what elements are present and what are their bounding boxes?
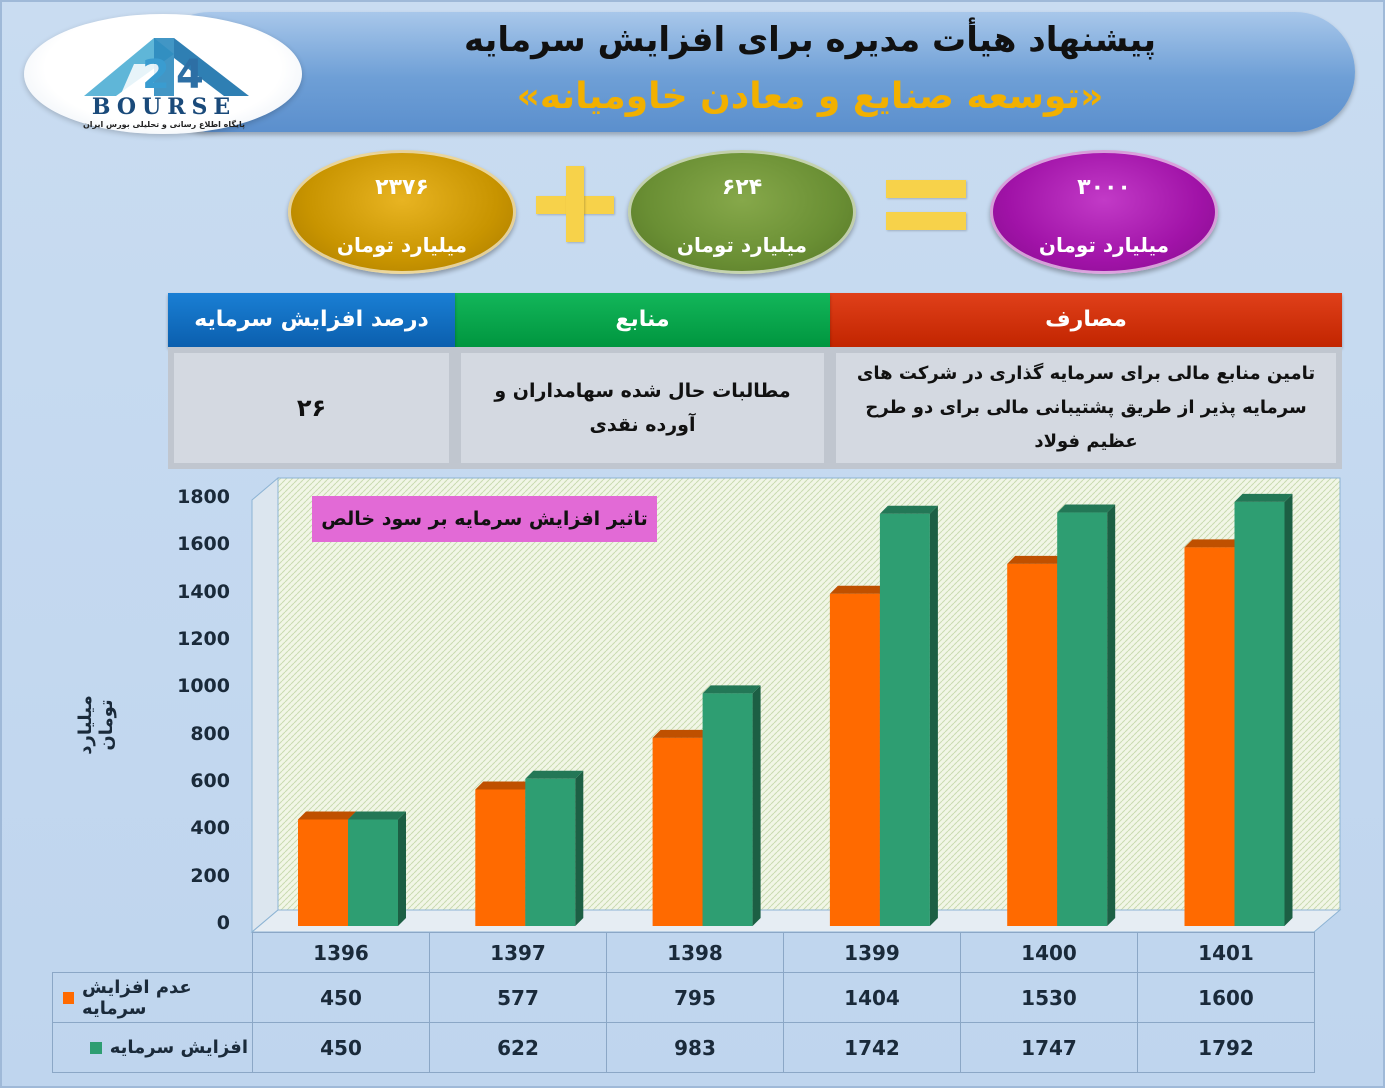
bar-no-increase-1399 (829, 585, 888, 926)
y-axis-label: میلیارد تومان (75, 695, 117, 755)
total-capital-value: ۳۰۰۰ (1077, 175, 1131, 200)
chart-title: تاثیر افزایش سرمایه بر سود خالص (312, 496, 657, 542)
bar-increase-1396 (348, 811, 406, 926)
bar-no-increase-1401 (1184, 539, 1243, 926)
svg-text:4: 4 (176, 52, 204, 98)
y-tick-label: 0 (216, 912, 230, 934)
increase-value: ۶۲۴ (721, 175, 763, 200)
year-cell: 1398 (606, 932, 784, 973)
chart-floor (250, 909, 1342, 933)
y-tick-label: 1800 (177, 486, 230, 508)
value-cell: 1742 (783, 1022, 961, 1073)
year-cell: 1399 (783, 932, 961, 973)
y-tick-label: 200 (190, 864, 230, 887)
total-capital-unit: میلیارد تومان (1038, 233, 1170, 257)
y-tick-label: 1600 (177, 533, 230, 556)
bar-no-increase-1397 (475, 781, 534, 926)
bar-no-increase-1400 (1007, 555, 1066, 926)
year-cell: 1400 (960, 932, 1138, 973)
equals-icon (886, 180, 966, 198)
value-cell: 450 (252, 1022, 430, 1073)
y-tick-label: 1400 (177, 580, 230, 603)
year-cell: 1397 (429, 932, 607, 973)
value-cell: 577 (429, 972, 607, 1023)
chart-data-table: 1396 1397 1398 1399 1400 1401 عدم افزایش… (52, 932, 1315, 1073)
logo-wordmark: BOURSE (91, 94, 237, 120)
percent-header: درصد افزایش سرمایه (168, 293, 455, 347)
plus-icon-vertical (566, 166, 584, 242)
value-cell: 622 (429, 1022, 607, 1073)
equals-icon-lower (886, 212, 966, 230)
y-tick-label: 1000 (177, 675, 230, 698)
total-capital-ellipse: ۳۰۰۰ میلیارد تومان (990, 150, 1218, 274)
value-cell: 1792 (1137, 1022, 1315, 1073)
value-cell: 1404 (783, 972, 961, 1023)
page-subtitle: «توسعه صنایع و معادن خاومیانه» (516, 76, 1104, 117)
year-cell: 1401 (1137, 932, 1315, 973)
value-cell: 1530 (960, 972, 1138, 1023)
bourse-logo: 2 4 BOURSE پایگاه اطلاع رسانی و تحلیلی ب… (24, 14, 302, 134)
year-cell: 1396 (252, 932, 430, 973)
legend-increase: افزایش سرمایه (52, 1022, 253, 1073)
bar-no-increase-1396 (298, 811, 356, 926)
value-cell: 1747 (960, 1022, 1138, 1073)
header-banner (150, 12, 1355, 132)
bar-increase-1397 (525, 770, 584, 926)
legend-label: افزایش سرمایه (109, 1037, 248, 1058)
page-title: پیشنهاد هیأت مدیره برای افزایش سرمایه (463, 20, 1157, 60)
table-corner (52, 932, 253, 973)
new-capital-value: ۲۳۷۶ (375, 175, 429, 200)
green-legend-key-icon (89, 1041, 102, 1054)
bar-increase-1399 (879, 505, 938, 926)
legend-label: عدم افزایش سرمایه (82, 976, 192, 1019)
value-cell: 983 (606, 1022, 784, 1073)
bar-increase-1400 (1057, 504, 1116, 926)
orange-legend-key-icon (63, 991, 75, 1004)
new-capital-unit: میلیارد تومان (336, 233, 468, 257)
bar-increase-1398 (702, 685, 761, 926)
y-tick-label: 800 (190, 722, 230, 745)
value-cell: 795 (606, 972, 784, 1023)
increase-unit: میلیارد تومان (676, 233, 808, 257)
logo-mark-icon: 2 4 (84, 38, 249, 98)
sources-header: منابع (455, 293, 830, 347)
y-tick-label: 600 (190, 770, 230, 792)
chart-side-wall (251, 476, 279, 934)
increase-ellipse: ۶۲۴ میلیارد تومان (628, 150, 856, 274)
bar-increase-1401 (1234, 493, 1293, 926)
sources-value: مطالبات حال شده سهامداران و آورده نقدی (455, 347, 830, 469)
chart-back-wall (277, 477, 1341, 911)
value-cell: 450 (252, 972, 430, 1023)
legend-no-increase: عدم افزایش سرمایه (52, 972, 253, 1023)
value-cell: 1600 (1137, 972, 1315, 1023)
expenses-header: مصارف (830, 293, 1342, 347)
bar-no-increase-1398 (652, 729, 711, 926)
expenses-value: تامین منابع مالی برای سرمایه گذاری در شر… (830, 347, 1342, 469)
percent-value: ۲۶ (168, 347, 455, 469)
svg-text:2: 2 (142, 52, 170, 98)
y-tick-label: 400 (190, 817, 230, 840)
y-tick-label: 1200 (177, 628, 230, 650)
new-capital-ellipse: ۲۳۷۶ میلیارد تومان (288, 150, 516, 274)
logo-tagline: پایگاه اطلاع رسانی و تحلیلی بورس ایران (82, 120, 246, 129)
